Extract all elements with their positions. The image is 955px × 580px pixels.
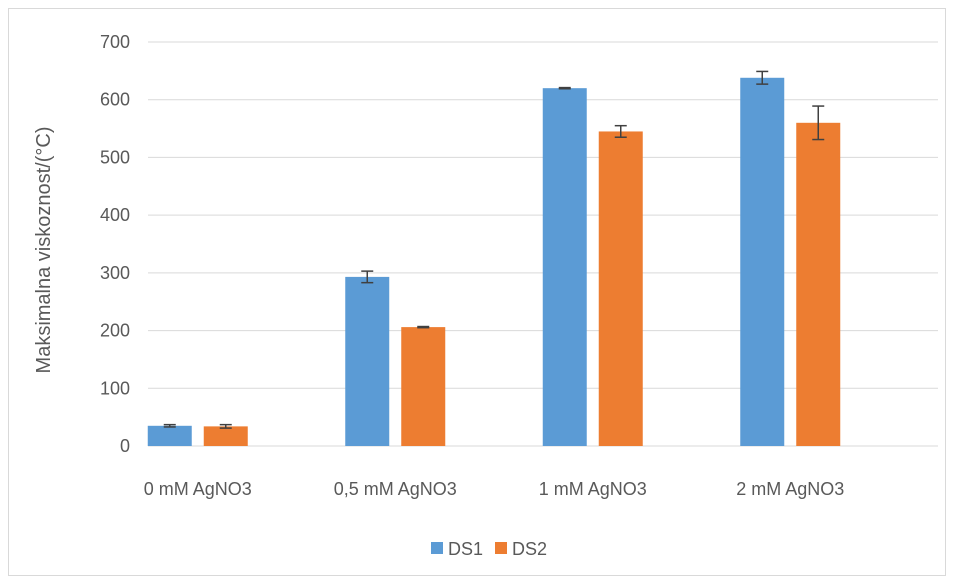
- bar-ds2-1: [401, 327, 446, 446]
- legend-label-ds2: DS2: [512, 539, 547, 559]
- y-tick-label: 100: [100, 378, 130, 398]
- bar-ds1-1: [345, 276, 390, 446]
- x-tick-label: 0,5 mM AgNO3: [334, 479, 457, 499]
- error-bar-ds1-0: [163, 423, 176, 428]
- bars: [147, 77, 841, 447]
- legend-swatch-ds2: [495, 542, 507, 554]
- error-bar-ds2-2: [614, 124, 627, 138]
- y-tick-label: 700: [100, 32, 130, 52]
- y-axis-title: Maksimalna viskoznost/(°C): [33, 127, 55, 374]
- legend: DS1 DS2: [431, 539, 547, 559]
- x-tick-label: 2 mM AgNO3: [736, 479, 844, 499]
- bar-ds1-3: [740, 77, 785, 446]
- y-tick-labels: 0 100 200 300 400 500 600 700: [100, 32, 130, 456]
- error-bar-ds1-3: [756, 70, 769, 85]
- error-bar-ds1-1: [361, 270, 374, 284]
- bar-ds2-0: [203, 426, 248, 446]
- y-tick-label: 400: [100, 205, 130, 225]
- error-bar-ds2-0: [219, 423, 232, 429]
- error-bar-ds2-1: [417, 325, 430, 329]
- bar-ds1-2: [542, 88, 587, 447]
- chart-frame: [8, 8, 946, 576]
- y-tick-label: 600: [100, 90, 130, 110]
- legend-label-ds1: DS1: [448, 539, 483, 559]
- y-tick-label: 200: [100, 321, 130, 341]
- bar-ds1-0: [147, 425, 192, 446]
- y-tick-label: 500: [100, 147, 130, 167]
- y-tick-label: 0: [120, 436, 130, 456]
- legend-swatch-ds1: [431, 542, 443, 554]
- x-tick-label: 0 mM AgNO3: [144, 479, 252, 499]
- error-bar-ds2-3: [812, 105, 825, 141]
- bar-ds2-2: [598, 131, 643, 446]
- y-tick-label: 300: [100, 263, 130, 283]
- error-bar-ds1-2: [558, 86, 571, 90]
- x-tick-label: 1 mM AgNO3: [539, 479, 647, 499]
- error-bars: [163, 70, 825, 429]
- x-tick-labels: 0 mM AgNO3 0,5 mM AgNO3 1 mM AgNO3 2 mM AgN…: [144, 479, 845, 499]
- bar-ds2-3: [796, 122, 841, 447]
